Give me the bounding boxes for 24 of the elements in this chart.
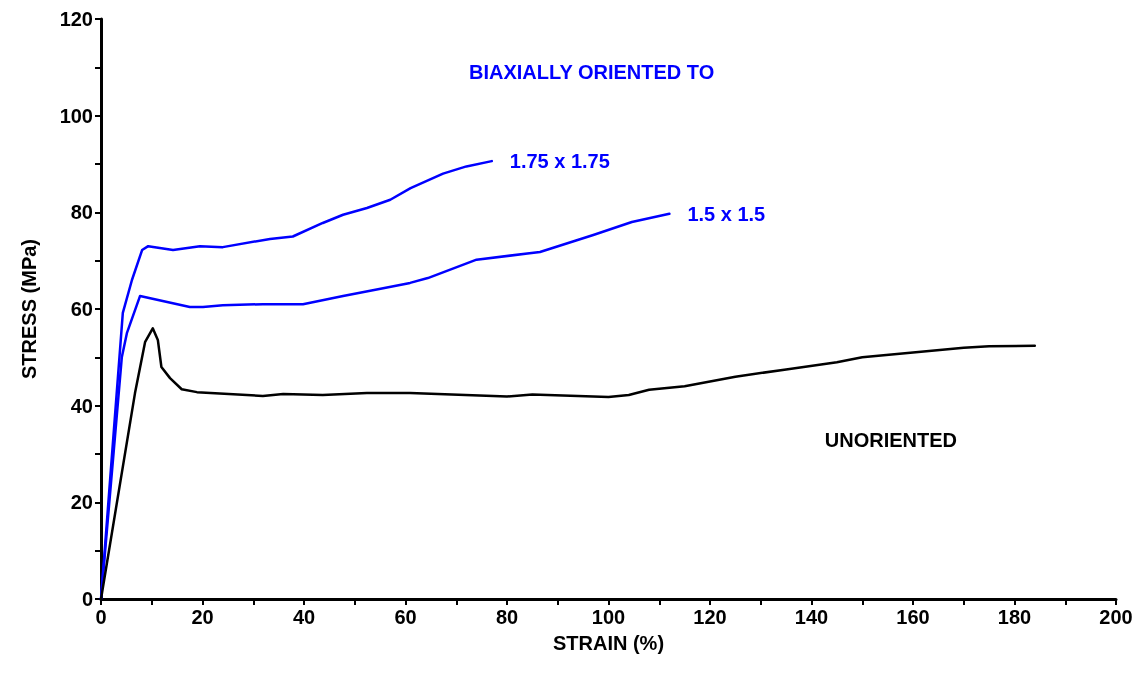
- y-tick-label: 0: [81, 588, 93, 610]
- x-tick-label: 160: [896, 606, 930, 628]
- x-tick-label: 180: [997, 606, 1032, 628]
- y-axis-title: STRESS (MPa): [18, 238, 40, 380]
- y-tick-label: 20: [70, 491, 93, 514]
- x-tick-label: 120: [693, 606, 727, 628]
- y-tick-label: 120: [59, 8, 93, 30]
- y-tick-label: 40: [70, 394, 93, 417]
- x-tick-label: 80: [495, 606, 519, 628]
- x-tick-label: 60: [394, 606, 417, 628]
- x-tick-label: 40: [292, 606, 316, 628]
- x-tick-label: 20: [191, 606, 214, 628]
- text: UNORIENTED: [824, 428, 958, 451]
- y-tick-label: 100: [59, 104, 93, 127]
- y-tick-label: 60: [70, 298, 93, 320]
- annotation: BIAXIALLY ORIENTED TO: [469, 61, 715, 83]
- x-tick-label: 140: [794, 606, 829, 628]
- y-tick-label: 80: [70, 201, 93, 224]
- x-axis-title: STRAIN (%): [552, 632, 665, 654]
- x-tick-label: 0: [95, 606, 107, 628]
- series-label: 1.5 x 1.5: [687, 202, 766, 225]
- x-tick-label: 100: [591, 606, 626, 628]
- x-tick-label: 200: [1099, 606, 1133, 628]
- series-label: 1.75 x 1.75: [509, 150, 610, 173]
